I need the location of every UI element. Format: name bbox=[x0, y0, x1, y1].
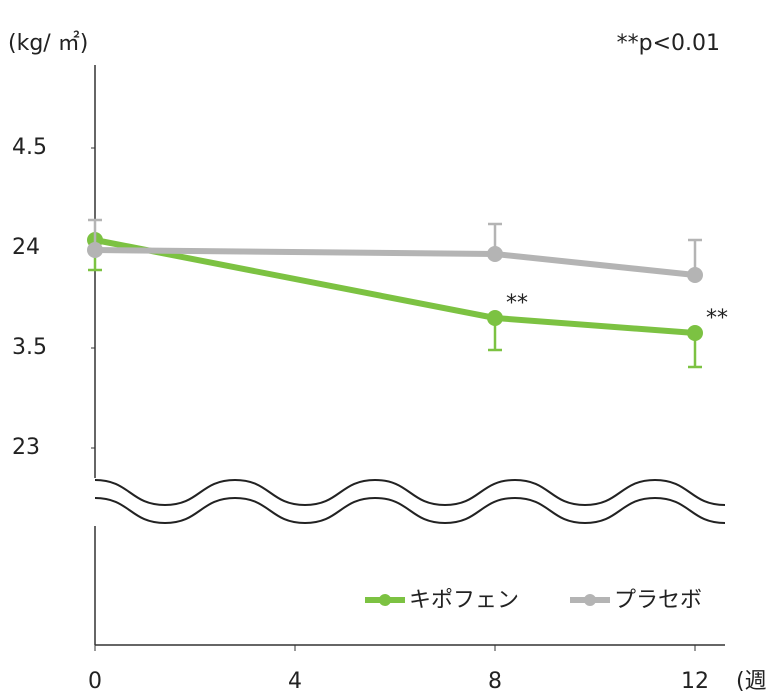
y-tick-label: 23 bbox=[12, 435, 40, 460]
point bbox=[487, 310, 503, 326]
legend-marker bbox=[584, 594, 596, 606]
series-line bbox=[94, 247, 696, 278]
x-tick-label: 12 bbox=[681, 669, 709, 694]
point bbox=[687, 267, 703, 283]
x-tick-label: 8 bbox=[488, 669, 502, 694]
significance-label: ** bbox=[706, 306, 728, 331]
point bbox=[687, 325, 703, 341]
point bbox=[87, 242, 103, 258]
y-axis-label: (kg/ ㎡) bbox=[8, 30, 88, 56]
x-tick-label: 4 bbox=[288, 669, 302, 694]
y-tick-label: 24 bbox=[12, 235, 40, 260]
y-tick-label: 3.5 bbox=[12, 335, 47, 360]
x-axis-label: (週 bbox=[736, 669, 767, 694]
legend-label: キポフェン bbox=[409, 588, 519, 613]
legend-label: プラセボ bbox=[614, 588, 702, 613]
significance-label: ** bbox=[506, 291, 528, 316]
axis-break bbox=[90, 478, 730, 526]
y-tick-label: 4.5 bbox=[12, 135, 47, 160]
point bbox=[487, 246, 503, 262]
x-tick-label: 0 bbox=[88, 669, 102, 694]
annotation: **p<0.01 bbox=[617, 31, 720, 56]
legend-marker bbox=[379, 594, 391, 606]
